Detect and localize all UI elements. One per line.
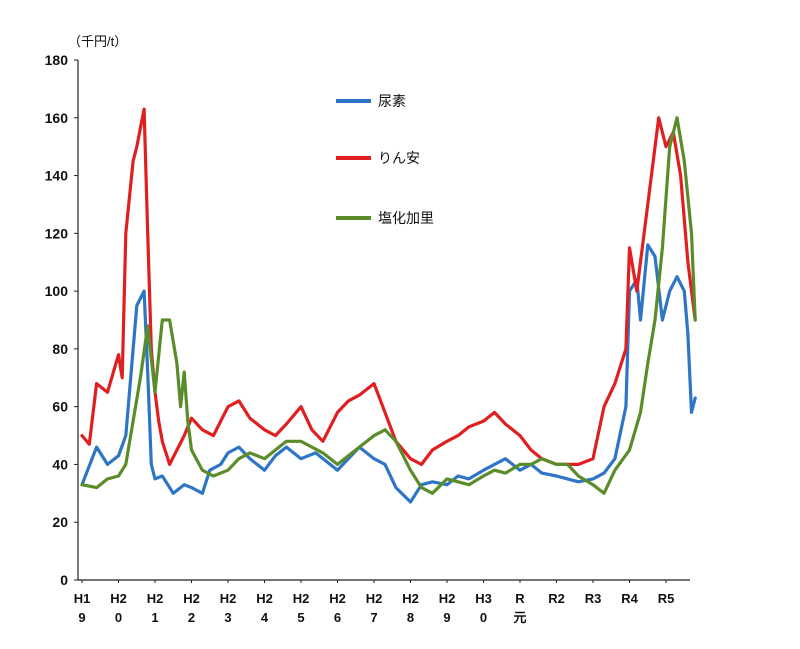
y-unit-label: （千円/t） (68, 34, 127, 49)
y-tick-label: 60 (52, 399, 68, 415)
y-tick-label: 40 (52, 456, 68, 472)
x-tick-label-bottom: 0 (115, 610, 122, 625)
y-tick-label: 80 (52, 341, 68, 357)
x-tick-label-top: H2 (439, 591, 456, 606)
x-tick-label-top: H2 (293, 591, 310, 606)
series-layer (80, 107, 697, 504)
x-tick-label-bottom: 元 (513, 610, 526, 625)
y-tick-label: 100 (45, 283, 69, 299)
x-tick-label-bottom: 3 (224, 610, 231, 625)
ammonium-phosphate-series-line (80, 107, 697, 466)
y-tick-label: 0 (60, 572, 68, 588)
legend-label: 尿素 (378, 93, 406, 109)
x-tick-label-top: H2 (110, 591, 127, 606)
x-tick-label-bottom: 5 (297, 610, 304, 625)
x-tick-label-top: H3 (475, 591, 492, 606)
x-tick-label-top: R5 (658, 591, 675, 606)
x-tick-label-top: H2 (329, 591, 346, 606)
x-tick-label-bottom: 7 (370, 610, 377, 625)
x-tick-label-bottom: 9 (443, 610, 450, 625)
x-tick-label-top: R2 (548, 591, 565, 606)
axes-layer: 020406080100120140160180（千円/t）H19H20H21H… (45, 34, 690, 625)
x-tick-label-bottom: 1 (151, 610, 158, 625)
x-tick-label-top: H2 (220, 591, 237, 606)
x-tick-label-top: H2 (366, 591, 383, 606)
y-tick-label: 180 (45, 52, 69, 68)
x-tick-label-bottom: 0 (480, 610, 487, 625)
x-tick-label-bottom: 4 (261, 610, 269, 625)
x-tick-label-top: R3 (585, 591, 602, 606)
legend-label: 塩化加里 (378, 210, 434, 226)
x-tick-label-top: H2 (183, 591, 200, 606)
x-tick-label-top: H2 (256, 591, 273, 606)
x-tick-label-bottom: 9 (78, 610, 85, 625)
potassium-chloride-series-line (80, 116, 697, 495)
x-tick-label-top: R (515, 591, 525, 606)
x-tick-label-top: H2 (402, 591, 419, 606)
y-tick-label: 20 (52, 514, 68, 530)
x-tick-label-top: H2 (147, 591, 164, 606)
x-tick-label-bottom: 8 (407, 610, 414, 625)
y-tick-label: 120 (45, 225, 69, 241)
legend-label: りん安 (378, 150, 420, 166)
x-tick-label-top: H1 (74, 591, 91, 606)
x-tick-label-top: R4 (621, 591, 638, 606)
y-tick-label: 160 (45, 110, 69, 126)
x-tick-label-bottom: 6 (334, 610, 341, 625)
y-tick-label: 140 (45, 168, 69, 184)
urea-series-line (80, 243, 697, 504)
x-tick-label-bottom: 2 (188, 610, 195, 625)
